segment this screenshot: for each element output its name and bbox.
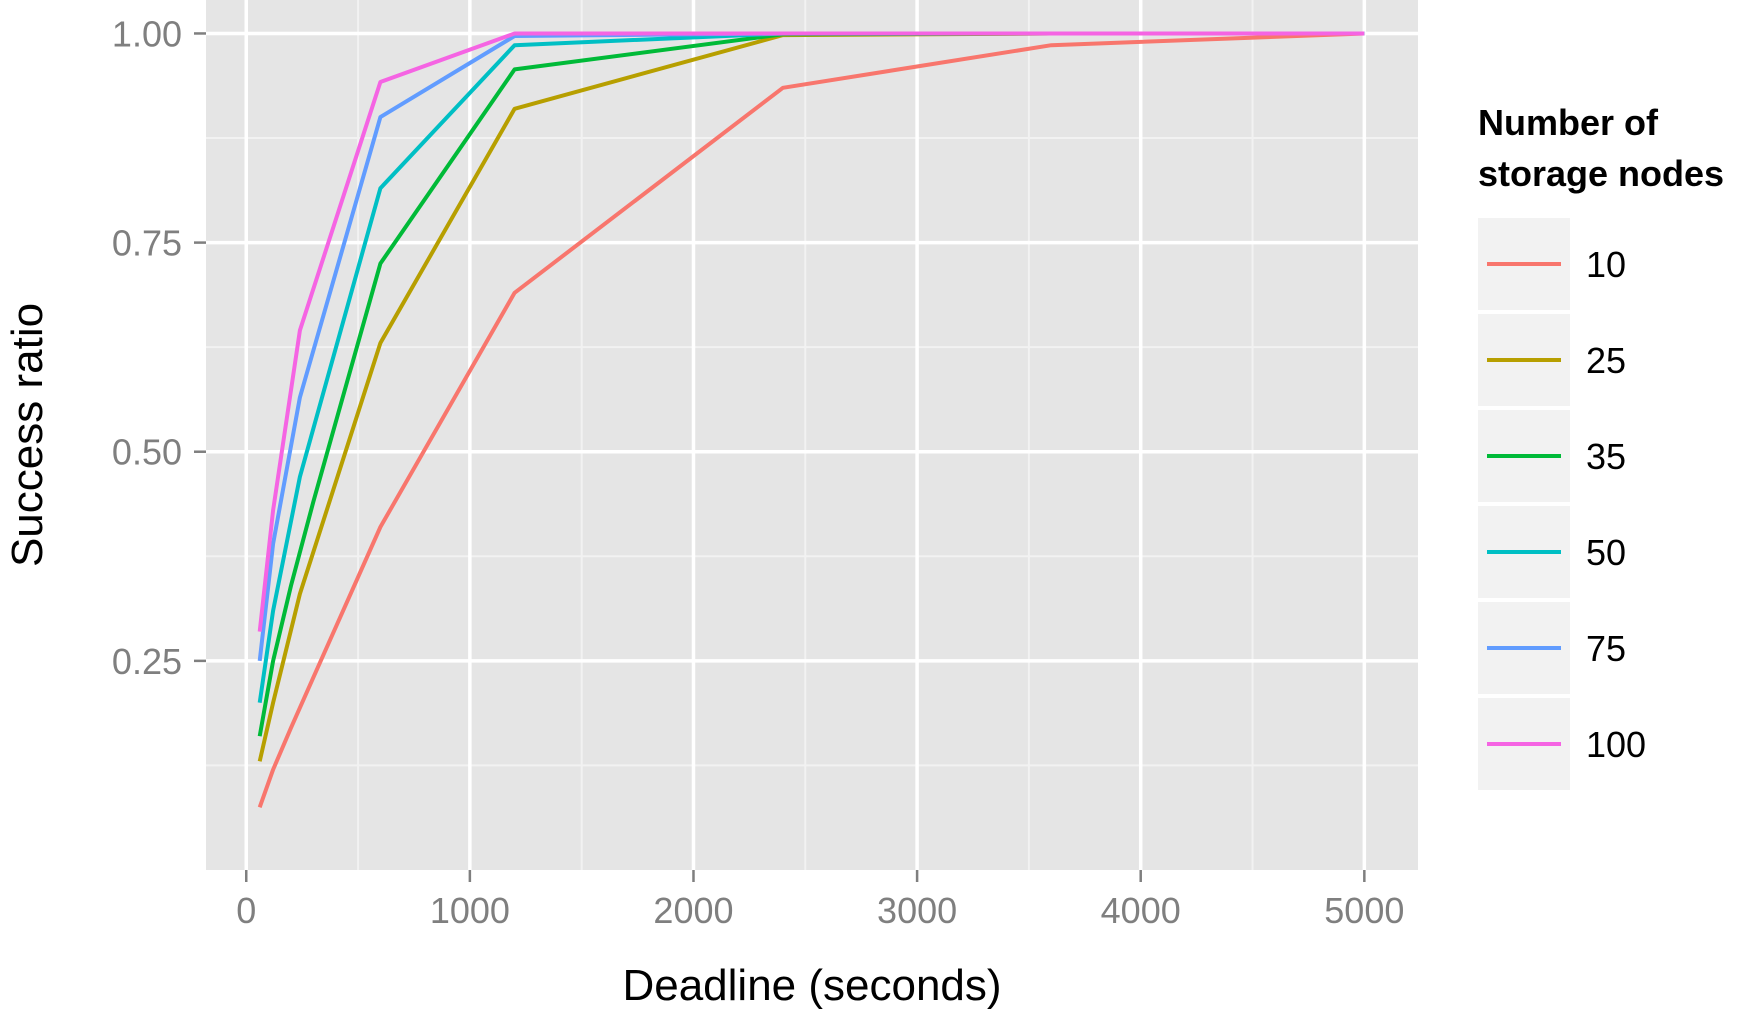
x-tick-label: 5000 (1324, 890, 1404, 931)
series-lines (257, 31, 1365, 808)
x-tick-label: 0 (236, 890, 256, 931)
series-line-10 (257, 31, 1365, 808)
x-tick-label: 4000 (1101, 890, 1181, 931)
x-axis-title: Deadline (seconds) (622, 961, 1001, 1010)
minor-gridlines (206, 0, 1418, 870)
legend-label-25: 25 (1586, 340, 1626, 381)
legend-label-75: 75 (1586, 628, 1626, 669)
x-tick-label: 3000 (877, 890, 957, 931)
y-axis-title: Success ratio (3, 303, 52, 567)
legend-label-50: 50 (1586, 532, 1626, 573)
legend-label-10: 10 (1586, 244, 1626, 285)
y-tick-label: 1.00 (112, 13, 182, 54)
legend: Number of storage nodes 10 25 35 50 75 100 (1478, 102, 1724, 790)
legend-title-line-1: Number of (1478, 102, 1659, 143)
y-tick-label: 0.75 (112, 223, 182, 264)
x-tick-label: 2000 (653, 890, 733, 931)
legend-label-35: 35 (1586, 436, 1626, 477)
x-axis: 0 1000 2000 3000 4000 5000 (236, 870, 1404, 931)
legend-items: 10 25 35 50 75 100 (1478, 218, 1646, 790)
y-axis: 0.25 0.50 0.75 1.00 (112, 13, 206, 682)
plot-panel (206, 0, 1418, 870)
y-tick-label: 0.25 (112, 641, 182, 682)
major-gridlines (206, 0, 1418, 870)
legend-label-100: 100 (1586, 724, 1646, 765)
x-tick-label: 1000 (430, 890, 510, 931)
series-line-100 (257, 31, 1365, 632)
y-tick-label: 0.50 (112, 432, 182, 473)
legend-title-line-2: storage nodes (1478, 153, 1724, 194)
